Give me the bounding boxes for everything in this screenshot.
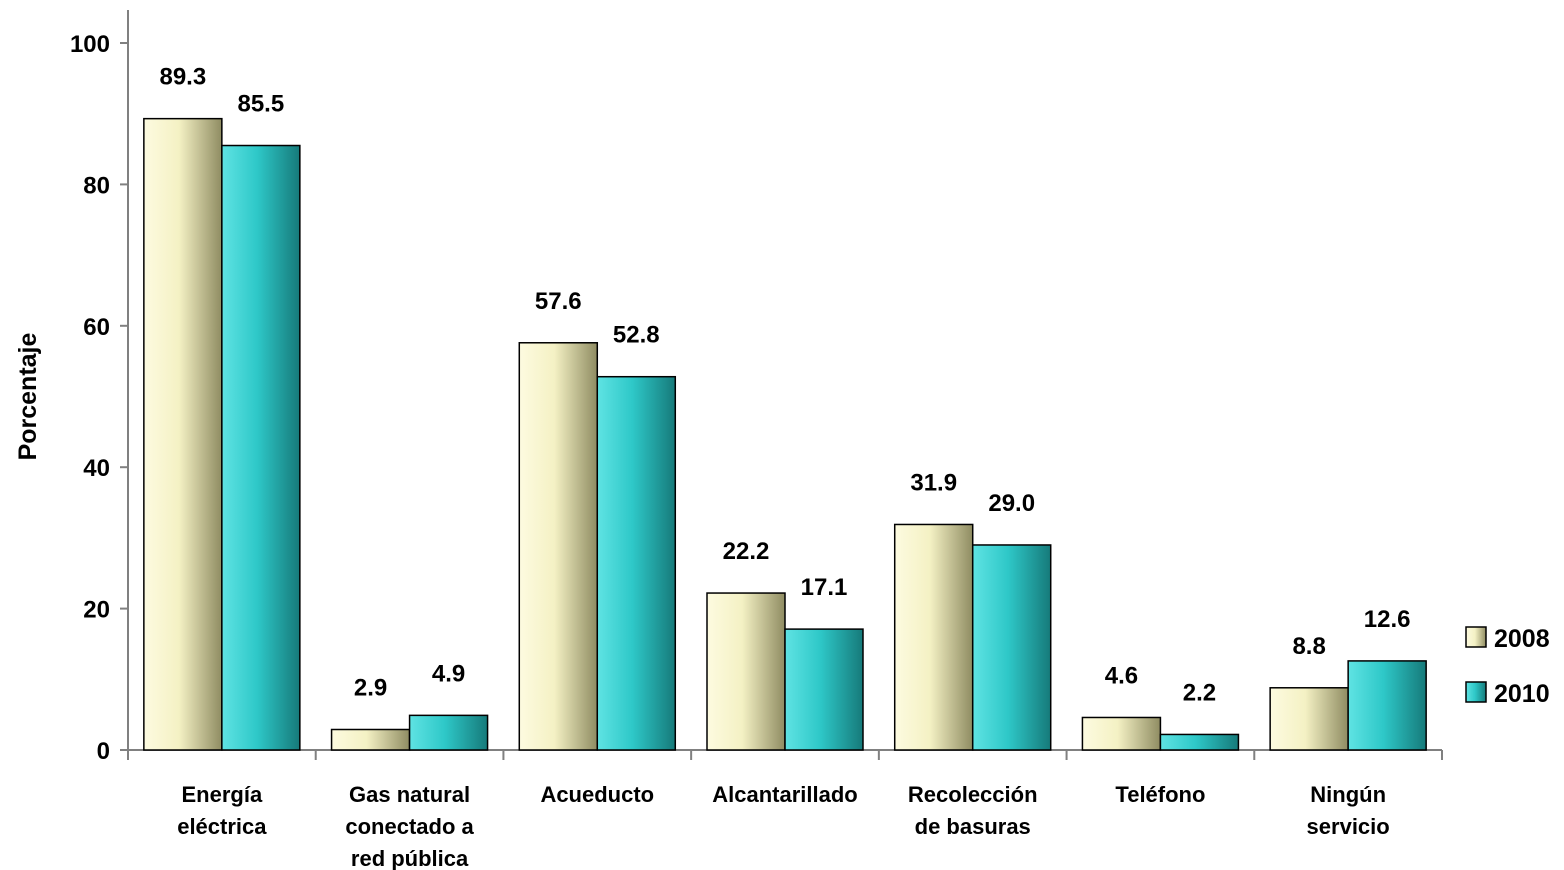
data-label: 31.9	[910, 469, 957, 496]
bar-2010	[596, 375, 677, 751]
x-tick-label: Energía	[182, 782, 263, 807]
data-label: 4.6	[1105, 662, 1138, 689]
legend-label: 2010	[1494, 680, 1550, 708]
y-tick-label: 0	[97, 738, 110, 765]
x-tick-label: Alcantarillado	[712, 782, 857, 807]
x-tick-label: red pública	[351, 846, 469, 870]
x-tick-label: servicio	[1307, 814, 1390, 839]
data-label: 85.5	[237, 91, 284, 118]
x-tick-label: Gas natural	[349, 782, 470, 807]
x-tick-label: Acueducto	[540, 782, 654, 807]
legend-swatch-2008	[1465, 626, 1487, 648]
bar-2010	[1347, 660, 1427, 751]
y-tick-label: 60	[83, 314, 110, 341]
x-tick-label: eléctrica	[177, 814, 267, 839]
data-label: 8.8	[1292, 633, 1325, 660]
data-label: 29.0	[988, 490, 1035, 517]
plot-area: 0 20 40 60 80 100 Porcentaje 89.3 2.9 57.6 22.2 31.…	[14, 10, 1443, 870]
data-label: 22.2	[723, 538, 770, 565]
y-tick-label: 20	[83, 597, 110, 624]
bar-2008	[893, 523, 974, 751]
y-tick-label: 80	[83, 172, 110, 199]
data-label: 57.6	[535, 288, 582, 315]
bar-2008	[330, 728, 411, 751]
x-tick-label: Ningún	[1310, 782, 1386, 807]
data-label: 52.8	[613, 322, 660, 349]
bar-2008	[518, 342, 599, 751]
x-tick-label: Teléfono	[1115, 782, 1205, 807]
bar-2010	[1159, 733, 1240, 751]
y-tick-label: 100	[70, 31, 110, 58]
x-tick-label: de basuras	[915, 814, 1031, 839]
bar-2008	[143, 117, 223, 751]
x-tick-label: Recolección	[908, 782, 1038, 807]
bar-2010	[221, 144, 301, 751]
data-label: 17.1	[801, 574, 848, 601]
data-label: 12.6	[1364, 606, 1411, 633]
data-label: 2.2	[1183, 679, 1216, 706]
bar-2010	[784, 628, 864, 751]
bar-2008	[1081, 716, 1162, 751]
legend-label: 2008	[1494, 625, 1550, 653]
legend: 2008 2010	[1465, 625, 1550, 708]
data-label: 2.9	[354, 674, 387, 701]
y-axis-title: Porcentaje	[14, 332, 42, 460]
data-label: 89.3	[159, 64, 206, 91]
x-tick-label: conectado a	[345, 814, 474, 839]
bar-2010	[408, 714, 489, 751]
bar-2008	[1269, 687, 1349, 751]
bar-2008	[706, 592, 786, 751]
data-label: 4.9	[432, 660, 465, 687]
legend-swatch-2010	[1465, 681, 1487, 703]
y-tick-label: 40	[83, 455, 110, 482]
bar-2010	[971, 544, 1052, 751]
